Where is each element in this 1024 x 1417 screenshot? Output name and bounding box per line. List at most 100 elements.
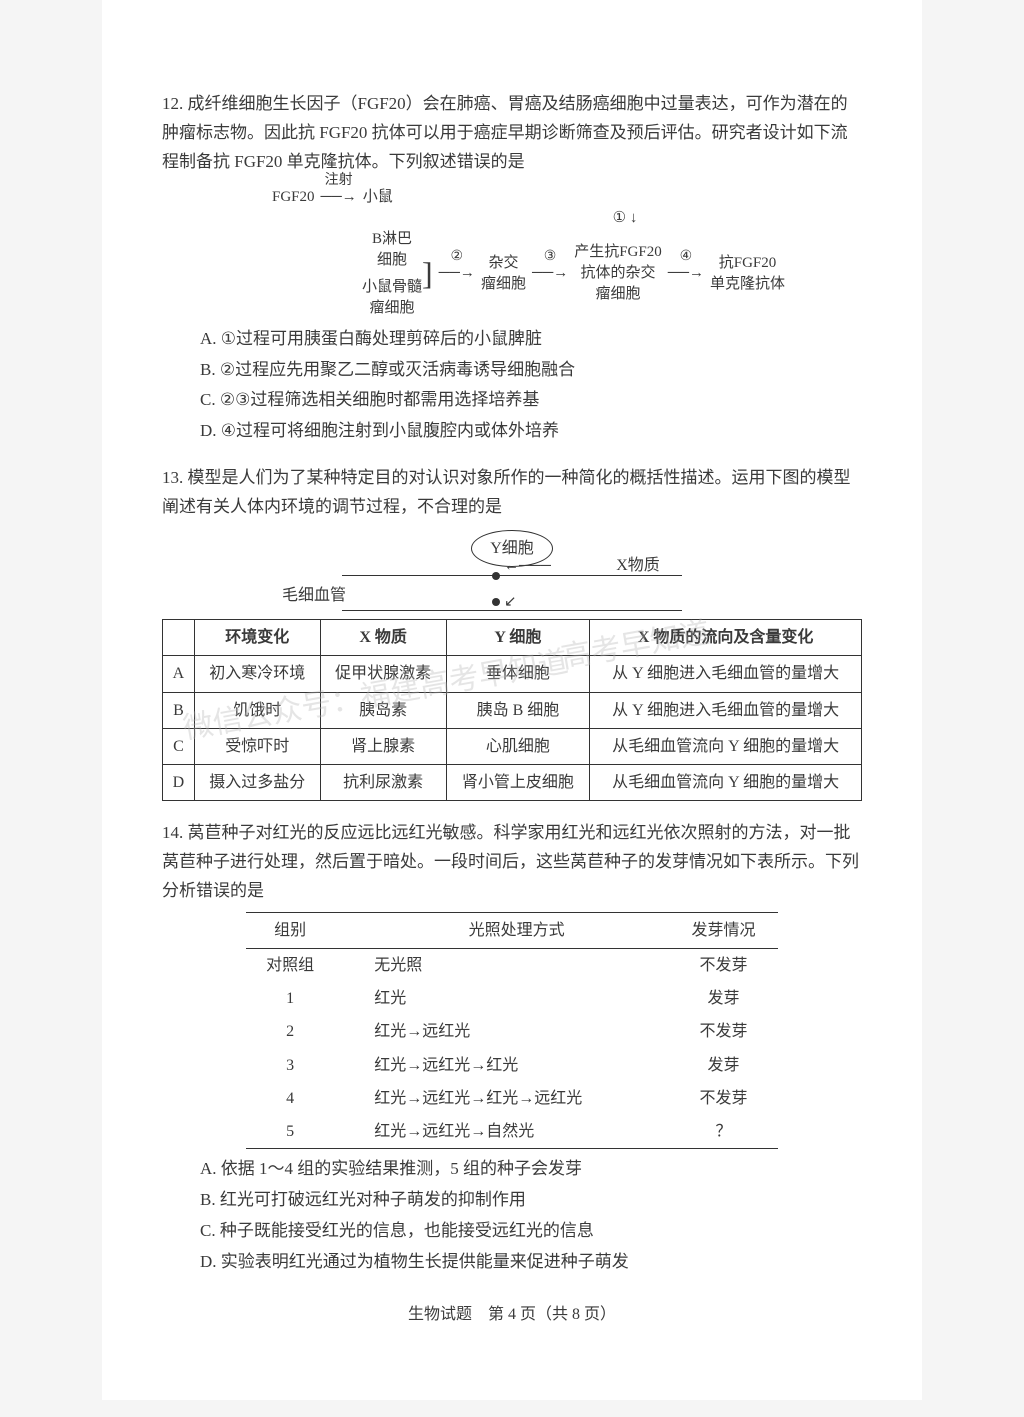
cell: 红光→远红光→自然光 (334, 1115, 669, 1149)
q14-h1: 光照处理方式 (334, 912, 669, 948)
cell: 发芽 (669, 982, 778, 1015)
q13-row-d: D 摄入过多盐分 抗利尿激素 肾小管上皮细胞 从毛细血管流向 Y 细胞的量增大 (163, 764, 862, 800)
cell: 3 (246, 1049, 334, 1082)
fc-node-myeloma: 小鼠骨髓 瘤细胞 (362, 277, 422, 319)
cell: B (163, 692, 195, 728)
q13-h1: 环境变化 (194, 620, 320, 656)
q14-option-b: B. 红光可打破远红光对种子萌发的抑制作用 (200, 1186, 862, 1215)
q12-stem: 成纤维细胞生长因子（FGF20）会在肺癌、胃癌及结肠癌细胞中过量表达，可作为潜在… (162, 94, 848, 171)
q14-row-5: 5 红光→远红光→自然光 ？ (246, 1115, 778, 1149)
step-1: ① (613, 210, 626, 226)
q14-option-c: C. 种子既能接受红光的信息，也能接受远红光的信息 (200, 1217, 862, 1246)
cell: 无光照 (334, 949, 669, 983)
cell: 抗利尿激素 (320, 764, 446, 800)
cell: 对照组 (246, 949, 334, 983)
q14-stem: 莴苣种子对红光的反应远比远红光敏感。科学家用红光和远红光依次照射的方法，对一批莴… (162, 823, 859, 900)
q12-option-c: C. ②③过程筛选相关细胞时都需用选择培养基 (200, 386, 862, 415)
dot-1 (492, 572, 500, 580)
fc-node-mab: 抗FGF20 单克隆抗体 (710, 253, 785, 295)
cell: ？ (669, 1115, 778, 1149)
step-3: ③ (544, 247, 557, 267)
question-13: 13. 模型是人们为了某种特定目的对认识对象所作的一种简化的概括性描述。运用下图… (162, 464, 862, 801)
q12-option-d: D. ④过程可将细胞注射到小鼠腹腔内或体外培养 (200, 417, 862, 446)
q13-h0 (163, 620, 195, 656)
arrow1-label: 注射 (325, 171, 353, 191)
fc-arrow-2: ② ──→ (439, 263, 475, 284)
cell: 胰岛素 (320, 692, 446, 728)
cell: 1 (246, 982, 334, 1015)
q13-h4: X 物质的流向及含量变化 (590, 620, 862, 656)
cell: 初入寒冷环境 (194, 656, 320, 692)
fc-node-antibody-hybridoma: 产生抗FGF20 抗体的杂交 瘤细胞 (574, 242, 662, 305)
q12-option-a: A. ①过程可用胰蛋白酶处理剪碎后的小鼠脾脏 (200, 325, 862, 354)
q14-options: A. 依据 1～4 组的实验结果推测，5 组的种子会发芽 B. 红光可打破远红光… (162, 1155, 862, 1277)
q12-option-b: B. ②过程应先用聚乙二醇或灭活病毒诱导细胞融合 (200, 356, 862, 385)
cell: D (163, 764, 195, 800)
cell: 心肌细胞 (446, 728, 590, 764)
fc-arrow-3: ③ ──→ (532, 263, 568, 284)
q14-row-3: 3 红光→远红光→红光 发芽 (246, 1049, 778, 1082)
cell: 垂体细胞 (446, 656, 590, 692)
fc-arrow-4: ④ ──→ (668, 263, 704, 284)
q13-diagram: Y细胞 毛细血管 ←─── X物质 ↙ (342, 530, 682, 611)
cell: 受惊吓时 (194, 728, 320, 764)
q14-number: 14. (162, 823, 183, 842)
question-14: 14. 莴苣种子对红光的反应远比远红光敏感。科学家用红光和远红光依次照射的方法，… (162, 819, 862, 1277)
cell: 从 Y 细胞进入毛细血管的量增大 (590, 692, 862, 728)
q13-row-a: A 初入寒冷环境 促甲状腺激素 垂体细胞 从 Y 细胞进入毛细血管的量增大 (163, 656, 862, 692)
q13-stem: 模型是人们为了某种特定目的对认识对象所作的一种简化的概括性描述。运用下图的模型阐… (162, 468, 851, 516)
dot-2 (492, 598, 500, 606)
cell: 红光 (334, 982, 669, 1015)
q13-table: 环境变化 X 物质 Y 细胞 X 物质的流向及含量变化 A 初入寒冷环境 促甲状… (162, 619, 862, 801)
q14-table: 组别 光照处理方式 发芽情况 对照组 无光照 不发芽 1 红光 发芽 2 红光→… (246, 912, 778, 1149)
cell: 从毛细血管流向 Y 细胞的量增大 (590, 728, 862, 764)
exam-page: 12. 成纤维细胞生长因子（FGF20）会在肺癌、胃癌及结肠癌细胞中过量表达，可… (102, 0, 922, 1400)
cell: 2 (246, 1015, 334, 1048)
q13-row-b: B 饥饿时 胰岛素 胰岛 B 细胞 从 Y 细胞进入毛细血管的量增大 (163, 692, 862, 728)
q14-h2: 发芽情况 (669, 912, 778, 948)
cell: 不发芽 (669, 1082, 778, 1115)
fc-node-fgf20: FGF20 (272, 187, 315, 208)
q13-h3: Y 细胞 (446, 620, 590, 656)
cell: 不发芽 (669, 1015, 778, 1048)
q12-flowchart: FGF20 注射 ──→ 小鼠 ① ↓ B淋巴 细胞 小鼠骨髓 瘤细胞 ] ② (272, 187, 862, 319)
bracket-icon: ] (422, 251, 433, 296)
cell: A (163, 656, 195, 692)
step-4: ④ (680, 247, 693, 267)
cell: 红光→远红光→红光→远红光 (334, 1082, 669, 1115)
q13-row-c: C 受惊吓时 肾上腺素 心肌细胞 从毛细血管流向 Y 细胞的量增大 (163, 728, 862, 764)
q14-row-4: 4 红光→远红光→红光→远红光 不发芽 (246, 1082, 778, 1115)
q13-number: 13. (162, 468, 183, 487)
question-12: 12. 成纤维细胞生长因子（FGF20）会在肺癌、胃癌及结肠癌细胞中过量表达，可… (162, 90, 862, 446)
cell: 胰岛 B 细胞 (446, 692, 590, 728)
cell: 不发芽 (669, 949, 778, 983)
q14-row-1: 1 红光 发芽 (246, 982, 778, 1015)
cell: 红光→远红光 (334, 1015, 669, 1048)
q14-option-d: D. 实验表明红光通过为植物生长提供能量来促进种子萌发 (200, 1248, 862, 1277)
x-substance-label: X物质 (554, 552, 722, 579)
q14-row-0: 对照组 无光照 不发芽 (246, 949, 778, 983)
fc-node-hybridoma: 杂交 瘤细胞 (481, 253, 526, 295)
cell: 促甲状腺激素 (320, 656, 446, 692)
fc-node-bcell: B淋巴 细胞 (372, 229, 412, 271)
cell: 饥饿时 (194, 692, 320, 728)
page-footer: 生物试题 第 4 页（共 8 页） (162, 1301, 862, 1328)
fc-arrow-1: 注射 ──→ (321, 187, 357, 208)
q14-header-row: 组别 光照处理方式 发芽情况 (246, 912, 778, 948)
cell: 肾小管上皮细胞 (446, 764, 590, 800)
q14-h0: 组别 (246, 912, 334, 948)
capillary-label: 毛细血管 (282, 582, 346, 609)
q12-number: 12. (162, 94, 183, 113)
step-2: ② (451, 247, 464, 267)
q13-h2: X 物质 (320, 620, 446, 656)
cell: 4 (246, 1082, 334, 1115)
q14-row-2: 2 红光→远红光 不发芽 (246, 1015, 778, 1048)
cell: 红光→远红光→红光 (334, 1049, 669, 1082)
cell: 从毛细血管流向 Y 细胞的量增大 (590, 764, 862, 800)
cell: 5 (246, 1115, 334, 1149)
capillary: 毛细血管 ←─── X物质 ↙ (342, 575, 682, 611)
cell: C (163, 728, 195, 764)
cell: 肾上腺素 (320, 728, 446, 764)
fc-node-mouse: 小鼠 (363, 187, 393, 208)
q14-option-a: A. 依据 1～4 组的实验结果推测，5 组的种子会发芽 (200, 1155, 862, 1184)
